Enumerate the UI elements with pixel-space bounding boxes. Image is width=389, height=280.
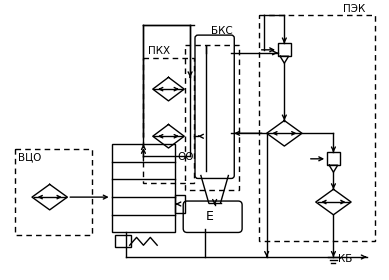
Bar: [112, 144, 175, 232]
Bar: [259, 15, 375, 241]
Bar: [15, 149, 92, 235]
Text: Е: Е: [206, 210, 214, 223]
Text: ПЭК: ПЭК: [343, 4, 366, 13]
Text: ПКХ: ПКХ: [148, 46, 170, 56]
Text: ВЦО: ВЦО: [18, 152, 42, 162]
Bar: [278, 43, 291, 56]
Text: ОО: ОО: [177, 152, 194, 162]
Bar: [175, 195, 185, 213]
Text: БКС: БКС: [211, 26, 233, 36]
Text: КБ: КБ: [338, 254, 353, 264]
Bar: [116, 235, 131, 247]
Bar: [143, 58, 194, 183]
Bar: [327, 152, 340, 165]
Bar: [185, 45, 239, 190]
